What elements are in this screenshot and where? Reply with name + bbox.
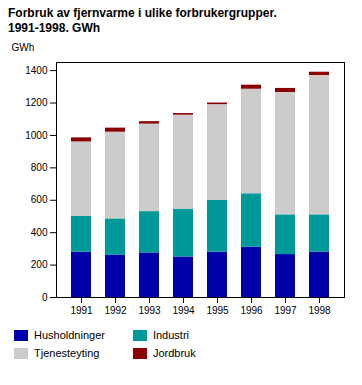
svg-text:1997: 1997: [274, 305, 297, 316]
svg-text:1992: 1992: [104, 305, 127, 316]
svg-text:800: 800: [31, 162, 48, 173]
html-text:1991-1998. GWh: 1991-1998. GWh: [8, 21, 100, 35]
html-text:Husholdninger: Husholdninger: [34, 329, 105, 341]
svg-text:1991: 1991: [70, 305, 93, 316]
html-text:Tjenesteyting: Tjenesteyting: [34, 347, 100, 359]
svg-text:400: 400: [31, 227, 48, 238]
html-text:Jordbruk: Jordbruk: [152, 347, 196, 359]
svg-text:1200: 1200: [25, 97, 48, 108]
svg-text:1996: 1996: [240, 305, 263, 316]
svg-text:1993: 1993: [138, 305, 161, 316]
svg-text:1995: 1995: [206, 305, 229, 316]
svg-text:1400: 1400: [25, 65, 48, 76]
html-text:Forbruk av fjernvarme i ulike: Forbruk av fjernvarme i ulike forbrukerg…: [8, 6, 277, 20]
svg-text:1998: 1998: [308, 305, 331, 316]
svg-text:1994: 1994: [172, 305, 195, 316]
html-text:Industri: Industri: [152, 329, 189, 341]
svg-text:600: 600: [31, 194, 48, 205]
svg-text:200: 200: [31, 259, 48, 270]
svg-text:1000: 1000: [25, 130, 48, 141]
svg-text:GWh: GWh: [12, 42, 35, 53]
svg-text:0: 0: [42, 292, 48, 303]
